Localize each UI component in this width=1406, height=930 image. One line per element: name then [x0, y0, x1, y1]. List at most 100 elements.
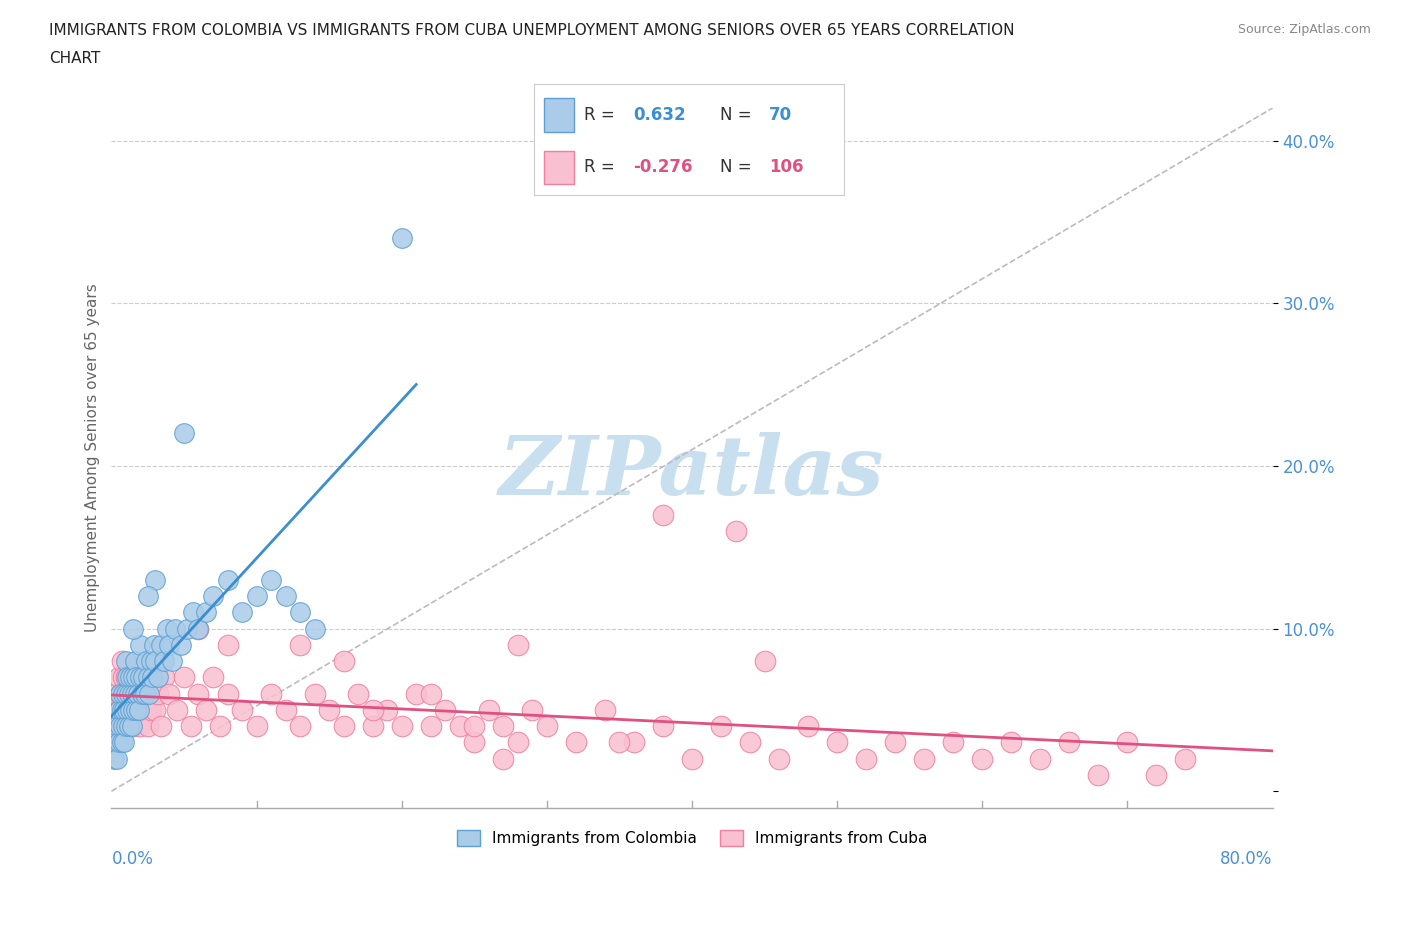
Point [180, 719, 202, 734]
Y-axis label: Unemployment Among Seniors over 65 years: Unemployment Among Seniors over 65 years [86, 284, 100, 632]
Point [912, 751, 935, 766]
Point [738, 735, 761, 750]
Point [522, 702, 544, 717]
Point [1000, 735, 1022, 750]
Point [132, 670, 155, 684]
Point [825, 735, 848, 750]
Point [129, 670, 152, 684]
Point [652, 507, 675, 522]
Point [152, 670, 174, 684]
Point [117, 670, 139, 684]
Point [361, 702, 384, 717]
Point [146, 670, 169, 684]
Point [173, 426, 195, 441]
Point [419, 686, 441, 701]
Point [124, 686, 146, 701]
Point [107, 702, 129, 717]
Text: 70: 70 [769, 106, 793, 124]
Point [194, 702, 217, 717]
Point [115, 686, 138, 701]
Text: 106: 106 [769, 158, 804, 177]
Point [391, 719, 413, 734]
Point [209, 719, 232, 734]
Point [108, 719, 131, 734]
Point [217, 637, 239, 652]
Point [724, 524, 747, 538]
Point [115, 702, 138, 717]
Point [118, 686, 141, 701]
Point [129, 719, 152, 734]
Point [125, 702, 148, 717]
Point [136, 719, 159, 734]
Point [288, 637, 311, 652]
Point [108, 686, 131, 701]
Point [110, 654, 132, 669]
Point [942, 735, 965, 750]
Point [181, 604, 204, 619]
Point [288, 604, 311, 619]
Point [176, 621, 198, 636]
Point [506, 637, 529, 652]
Point [274, 702, 297, 717]
Point [122, 702, 145, 717]
Point [139, 702, 162, 717]
Point [127, 686, 149, 701]
Point [134, 686, 156, 701]
Point [132, 670, 155, 684]
Point [332, 719, 354, 734]
Point [1087, 767, 1109, 782]
Point [115, 670, 138, 684]
Point [111, 719, 134, 734]
Point [217, 686, 239, 701]
Point [217, 572, 239, 587]
Point [121, 719, 143, 734]
Point [107, 735, 129, 750]
Point [111, 702, 134, 717]
Point [166, 702, 188, 717]
Point [120, 686, 142, 701]
Point [187, 686, 209, 701]
Point [131, 686, 153, 701]
FancyBboxPatch shape [544, 99, 575, 132]
Point [165, 621, 187, 636]
Point [104, 686, 127, 701]
Point [114, 735, 136, 750]
Point [1116, 735, 1139, 750]
Point [274, 589, 297, 604]
Point [187, 621, 209, 636]
Point [121, 670, 143, 684]
Point [117, 719, 139, 734]
Point [120, 670, 142, 684]
Point [118, 670, 141, 684]
Point [115, 654, 138, 669]
Point [318, 702, 340, 717]
Point [347, 686, 370, 701]
Point [478, 702, 501, 717]
Point [768, 751, 790, 766]
Point [1174, 751, 1197, 766]
Point [121, 686, 143, 701]
Point [162, 654, 184, 669]
Point [125, 670, 148, 684]
Point [245, 589, 267, 604]
Point [105, 719, 128, 734]
Point [609, 735, 631, 750]
Text: N =: N = [720, 158, 751, 177]
Point [139, 654, 162, 669]
Point [202, 589, 225, 604]
Point [146, 686, 169, 701]
Point [710, 719, 733, 734]
Point [107, 702, 129, 717]
Point [149, 719, 172, 734]
Point [143, 572, 166, 587]
Text: ZIPatlas: ZIPatlas [499, 432, 884, 512]
Point [110, 702, 132, 717]
Point [492, 719, 515, 734]
Point [103, 751, 125, 766]
Point [288, 719, 311, 734]
Point [419, 719, 441, 734]
Point [506, 735, 529, 750]
Point [122, 621, 145, 636]
Point [131, 686, 153, 701]
Legend: Immigrants from Colombia, Immigrants from Cuba: Immigrants from Colombia, Immigrants fro… [451, 824, 934, 853]
